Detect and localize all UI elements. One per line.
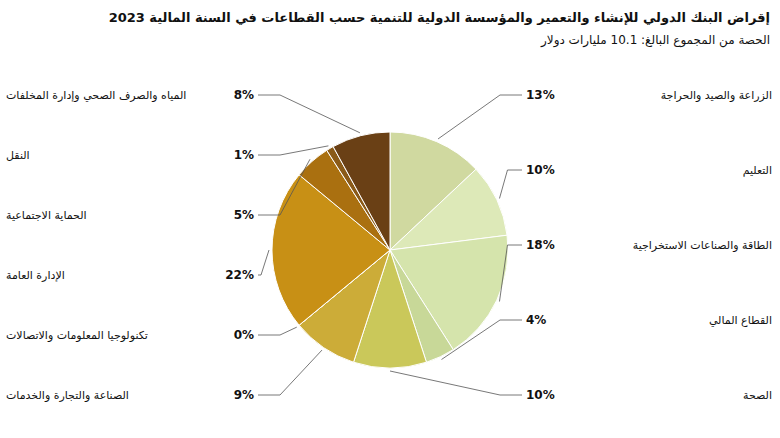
data-label: 8% <box>234 88 254 102</box>
data-label: 18% <box>526 238 555 252</box>
title: إقراض البنك الدولي للإنشاء والتعمير والم… <box>109 10 770 25</box>
leader-line <box>258 146 328 155</box>
category-label: التعليم <box>743 164 772 177</box>
category-label: الصحة <box>743 389 772 402</box>
leader-line <box>438 95 522 139</box>
category-label: الصناعة والتجارة والخدمات <box>6 389 129 402</box>
data-label: 1% <box>234 148 254 162</box>
category-label: تكنولوجيا المعلومات والاتصالات <box>6 329 148 342</box>
data-label: 22% <box>225 268 254 282</box>
chart: إقراض البنك الدولي للإنشاء والتعمير والم… <box>0 0 780 438</box>
leader-line <box>258 350 322 395</box>
pie <box>272 132 508 368</box>
leader-line <box>258 250 269 275</box>
data-label: 10% <box>526 163 555 177</box>
category-label: الحماية الاجتماعية <box>6 209 87 222</box>
data-label: 10% <box>526 388 555 402</box>
leader-line <box>390 371 522 395</box>
data-label: 0% <box>234 328 254 342</box>
data-label: 9% <box>234 388 254 402</box>
leader-line <box>499 245 522 302</box>
category-label: النقل <box>6 149 30 162</box>
leader-line <box>258 327 297 335</box>
leader-line <box>499 170 522 198</box>
category-label: المياه والصرف الصحي وإدارة المخلفات <box>6 89 186 102</box>
leader-line <box>442 320 522 359</box>
leader-line <box>258 95 360 133</box>
leader-line <box>258 159 310 215</box>
category-label: القطاع المالي <box>709 314 772 327</box>
subtitle: الحصة من المجموع البالغ: 10.1 مليارات دو… <box>540 33 770 48</box>
data-label: 4% <box>526 313 546 327</box>
pie-slice <box>333 132 390 250</box>
category-label: الطاقة والصناعات الاستخراجية <box>633 239 772 252</box>
data-label: 13% <box>526 88 555 102</box>
category-label: الإدارة العامة <box>6 269 65 282</box>
data-label: 5% <box>234 208 254 222</box>
category-label: الزراعة والصيد والحراجة <box>661 89 772 102</box>
